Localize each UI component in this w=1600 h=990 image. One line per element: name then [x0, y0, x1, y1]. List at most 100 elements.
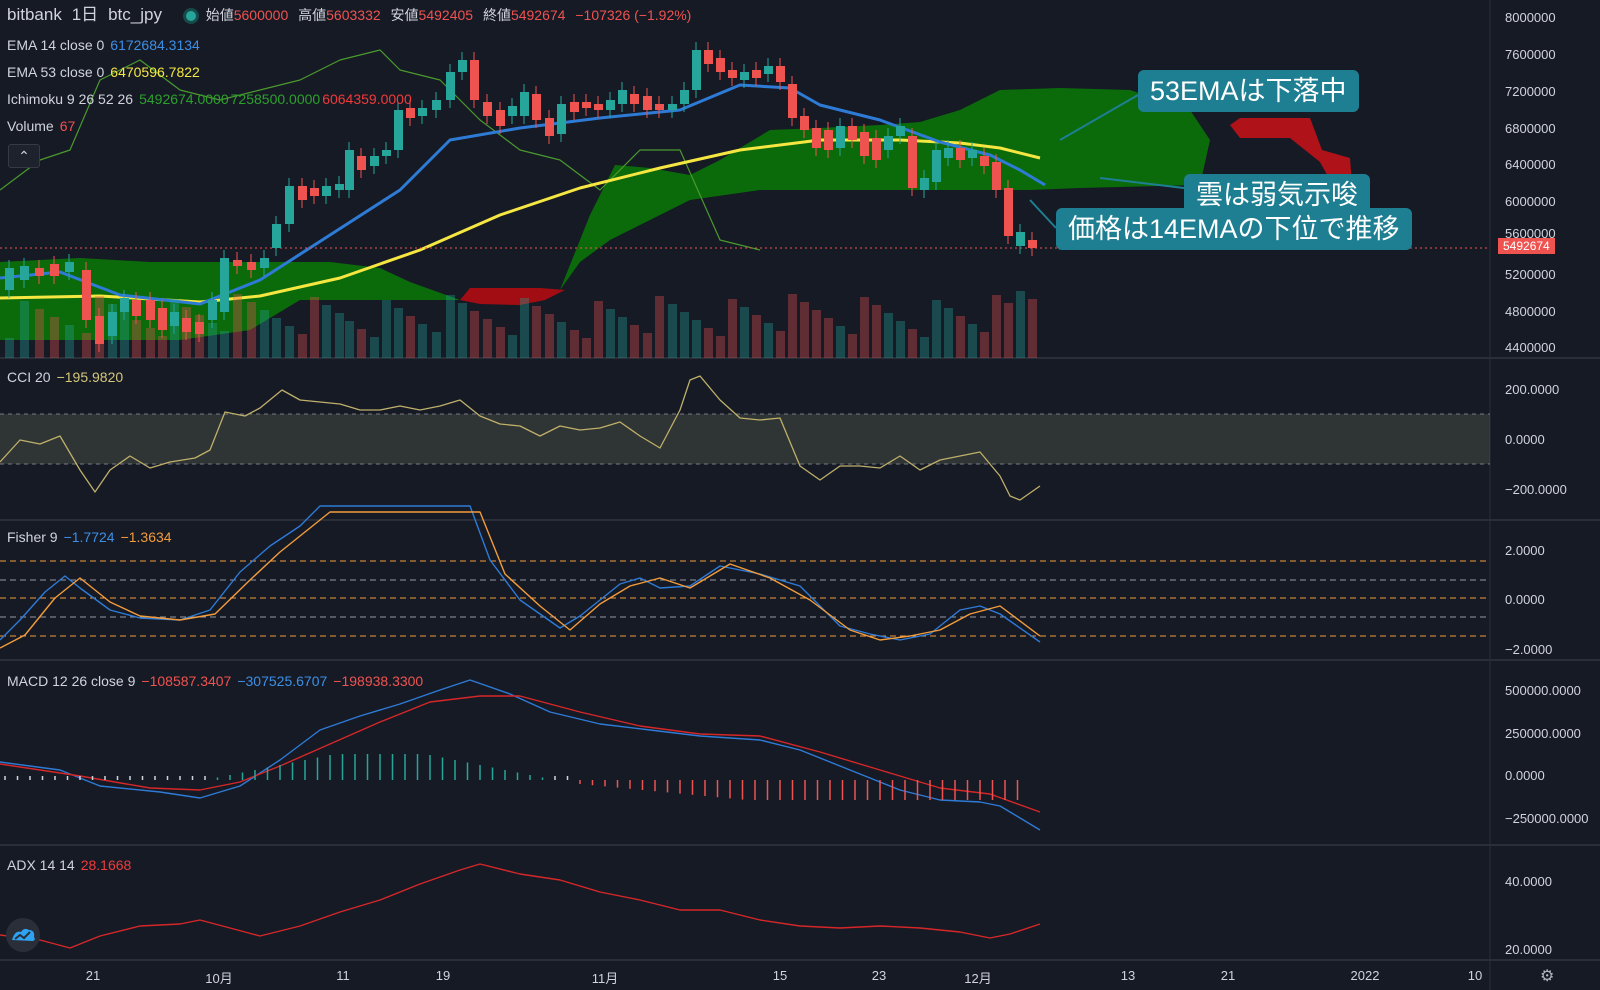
candle — [310, 188, 319, 196]
candle — [1016, 232, 1025, 246]
volume-bar — [82, 333, 91, 358]
candle — [508, 106, 517, 116]
candle — [618, 90, 627, 104]
volume-bar — [65, 325, 74, 358]
volume-value: 67 — [59, 118, 76, 134]
candle — [82, 270, 91, 320]
legend-cci[interactable]: CCI 20 −195.9820 — [7, 368, 129, 386]
legend-adx[interactable]: ADX 14 14 28.1668 — [7, 856, 137, 874]
candle — [872, 138, 881, 160]
candle — [432, 100, 441, 110]
ema14-line — [0, 83, 1046, 306]
adx-label: ADX 14 14 — [7, 857, 75, 873]
legend-ema53[interactable]: EMA 53 close 0 6470596.7822 — [7, 63, 206, 81]
volume-bar — [508, 335, 517, 358]
candle — [182, 318, 191, 332]
volume-bar — [322, 305, 331, 358]
volume-bar — [182, 307, 191, 358]
candle — [692, 50, 701, 90]
volume-bar — [932, 300, 941, 358]
volume-bar — [980, 332, 989, 358]
candle — [170, 312, 179, 326]
price-axis-label: 7600000 — [1505, 47, 1556, 62]
legend-ichimoku[interactable]: Ichimoku 9 26 52 26 5492674.0000 7258500.0… — [7, 90, 418, 108]
time-axis-label: 21 — [85, 968, 101, 983]
candle — [357, 156, 366, 170]
gear-icon[interactable]: ⚙ — [1540, 968, 1555, 985]
candle — [920, 178, 929, 190]
legend-ema14[interactable]: EMA 14 close 0 6172684.3134 — [7, 36, 206, 54]
symbol-name[interactable]: btc_jpy — [108, 5, 162, 24]
time-axis-label: 10 — [1467, 968, 1483, 983]
candle — [370, 156, 379, 166]
cci-axis-label: 0.0000 — [1505, 432, 1545, 447]
volume-bar — [618, 317, 627, 358]
volume-bar — [20, 301, 29, 358]
time-axis-label: 21 — [1220, 968, 1236, 983]
candle — [247, 262, 256, 270]
volume-bar — [272, 318, 281, 358]
volume-bar — [470, 311, 479, 358]
candle — [158, 308, 167, 330]
candle — [630, 94, 639, 104]
last-price-tag: 5492674 — [1498, 238, 1555, 254]
candle — [968, 150, 977, 158]
tradingview-logo-icon[interactable] — [6, 918, 40, 952]
ema53-value: 6470596.7822 — [110, 64, 200, 80]
volume-bar — [298, 334, 307, 358]
low-label: 安値 — [390, 7, 419, 23]
ichimoku-cloud-bullish — [0, 88, 1210, 340]
adx-axis-label: 40.0000 — [1505, 874, 1552, 889]
candle — [582, 102, 591, 108]
candle — [704, 50, 713, 64]
time-axis-label: 10月 — [205, 971, 233, 986]
candle — [470, 60, 479, 100]
interval-label[interactable]: 1日 — [71, 5, 99, 24]
candle — [594, 104, 603, 110]
fisher-value-1: −1.7724 — [63, 529, 115, 545]
volume-bar — [788, 294, 797, 358]
volume-bar — [370, 337, 379, 358]
candle — [716, 58, 725, 72]
time-axis-label: 23 — [871, 968, 887, 983]
annotation-ema53-falling[interactable]: 53EMAは下落中 — [1138, 70, 1359, 112]
volume-bar — [520, 298, 529, 358]
macd-axis-label: −250000.0000 — [1505, 811, 1589, 826]
candle — [606, 100, 615, 110]
volume-bar — [406, 316, 415, 358]
candle — [752, 70, 761, 78]
macd-axis-label: 500000.0000 — [1505, 683, 1581, 698]
time-axis-label: 13 — [1120, 968, 1136, 983]
volume-bar — [432, 332, 441, 358]
legend-fisher[interactable]: Fisher 9 −1.7724 −1.3634 — [7, 528, 178, 546]
volume-bar — [680, 312, 689, 358]
candle — [992, 162, 1001, 190]
cci-band — [0, 414, 1490, 464]
volume-bar — [545, 314, 554, 358]
volume-bar — [668, 304, 677, 358]
candle — [776, 66, 785, 82]
volume-bar — [728, 299, 737, 358]
volume-bar — [582, 338, 591, 358]
candle — [195, 322, 204, 334]
volume-bar — [812, 310, 821, 358]
annotation-price-below-ema14[interactable]: 価格は14EMAの下位で推移 — [1056, 208, 1412, 250]
exchange-name[interactable]: bitbank — [7, 5, 62, 24]
volume-bar — [446, 295, 455, 358]
candle — [446, 72, 455, 100]
volume-bar — [1028, 299, 1037, 358]
volume-bar — [956, 316, 965, 358]
collapse-legend-button[interactable]: ⌃ — [8, 144, 40, 168]
time-axis-label: 12月 — [964, 971, 992, 986]
candle — [740, 72, 749, 80]
legend-macd[interactable]: MACD 12 26 close 9 −108587.3407 −307525.67… — [7, 672, 429, 690]
volume-bar — [630, 325, 639, 358]
candle — [394, 110, 403, 150]
candle — [483, 102, 492, 116]
legend-volume[interactable]: Volume 67 — [7, 117, 81, 135]
cci-axis-label: −200.0000 — [1505, 482, 1567, 497]
candle — [655, 104, 664, 110]
adx-axis-label: 20.0000 — [1505, 942, 1552, 957]
